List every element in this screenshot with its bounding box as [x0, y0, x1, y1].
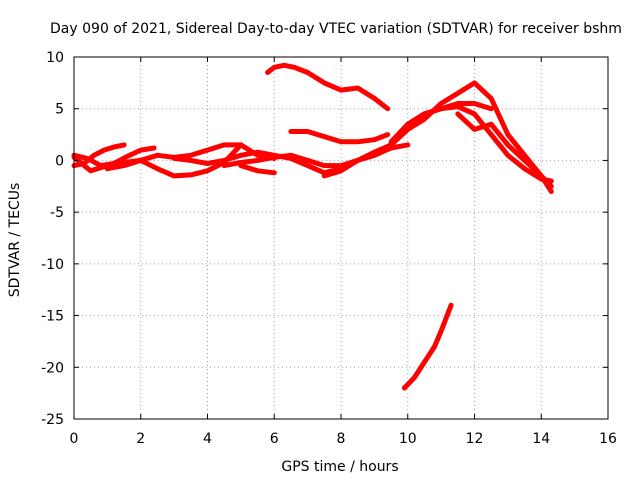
x-tick-label: 4 — [203, 431, 212, 447]
y-tick-label: -20 — [41, 360, 64, 376]
series-group — [71, 62, 554, 391]
series-arc-12 — [388, 101, 494, 145]
y-tick-label: -25 — [41, 412, 64, 428]
series-arc-9 — [288, 129, 391, 145]
x-tick-label: 0 — [70, 431, 79, 447]
y-axis-label: SDTVAR / TECUs — [7, 183, 23, 298]
series-arc-14 — [401, 302, 454, 391]
series-arc-3 — [71, 142, 244, 179]
x-tick-label: 6 — [270, 431, 279, 447]
y-tick-label: -10 — [41, 257, 64, 273]
x-tick-label: 14 — [532, 431, 550, 447]
ticks — [73, 56, 609, 420]
y-tick-label: -15 — [41, 309, 64, 325]
series-arc-11 — [388, 80, 554, 194]
series-arc-5 — [171, 149, 361, 176]
series-arc-8 — [265, 62, 391, 112]
x-axis-label: GPS time / hours — [281, 459, 398, 475]
series-arc-7 — [238, 163, 277, 176]
chart-title: Day 090 of 2021, Sidereal Day-to-day VTE… — [50, 21, 622, 37]
x-tick-label: 2 — [136, 431, 145, 447]
y-tick-label: 10 — [46, 50, 64, 66]
x-tick-labels: 0 2 4 6 8 10 12 14 16 — [70, 431, 617, 447]
x-tick-label: 12 — [466, 431, 484, 447]
x-tick-label: 8 — [337, 431, 346, 447]
series-arc-4 — [104, 142, 277, 172]
y-tick-label: 0 — [55, 153, 64, 169]
grid — [74, 57, 608, 419]
x-tick-label: 16 — [599, 431, 617, 447]
x-tick-label: 10 — [399, 431, 417, 447]
y-tick-label: 5 — [55, 102, 64, 118]
series-arc-13 — [455, 111, 554, 189]
y-tick-label: -5 — [50, 205, 64, 221]
y-tick-labels: -25 -20 -15 -10 -5 0 5 10 — [41, 50, 64, 428]
series-arc-6 — [221, 142, 411, 169]
